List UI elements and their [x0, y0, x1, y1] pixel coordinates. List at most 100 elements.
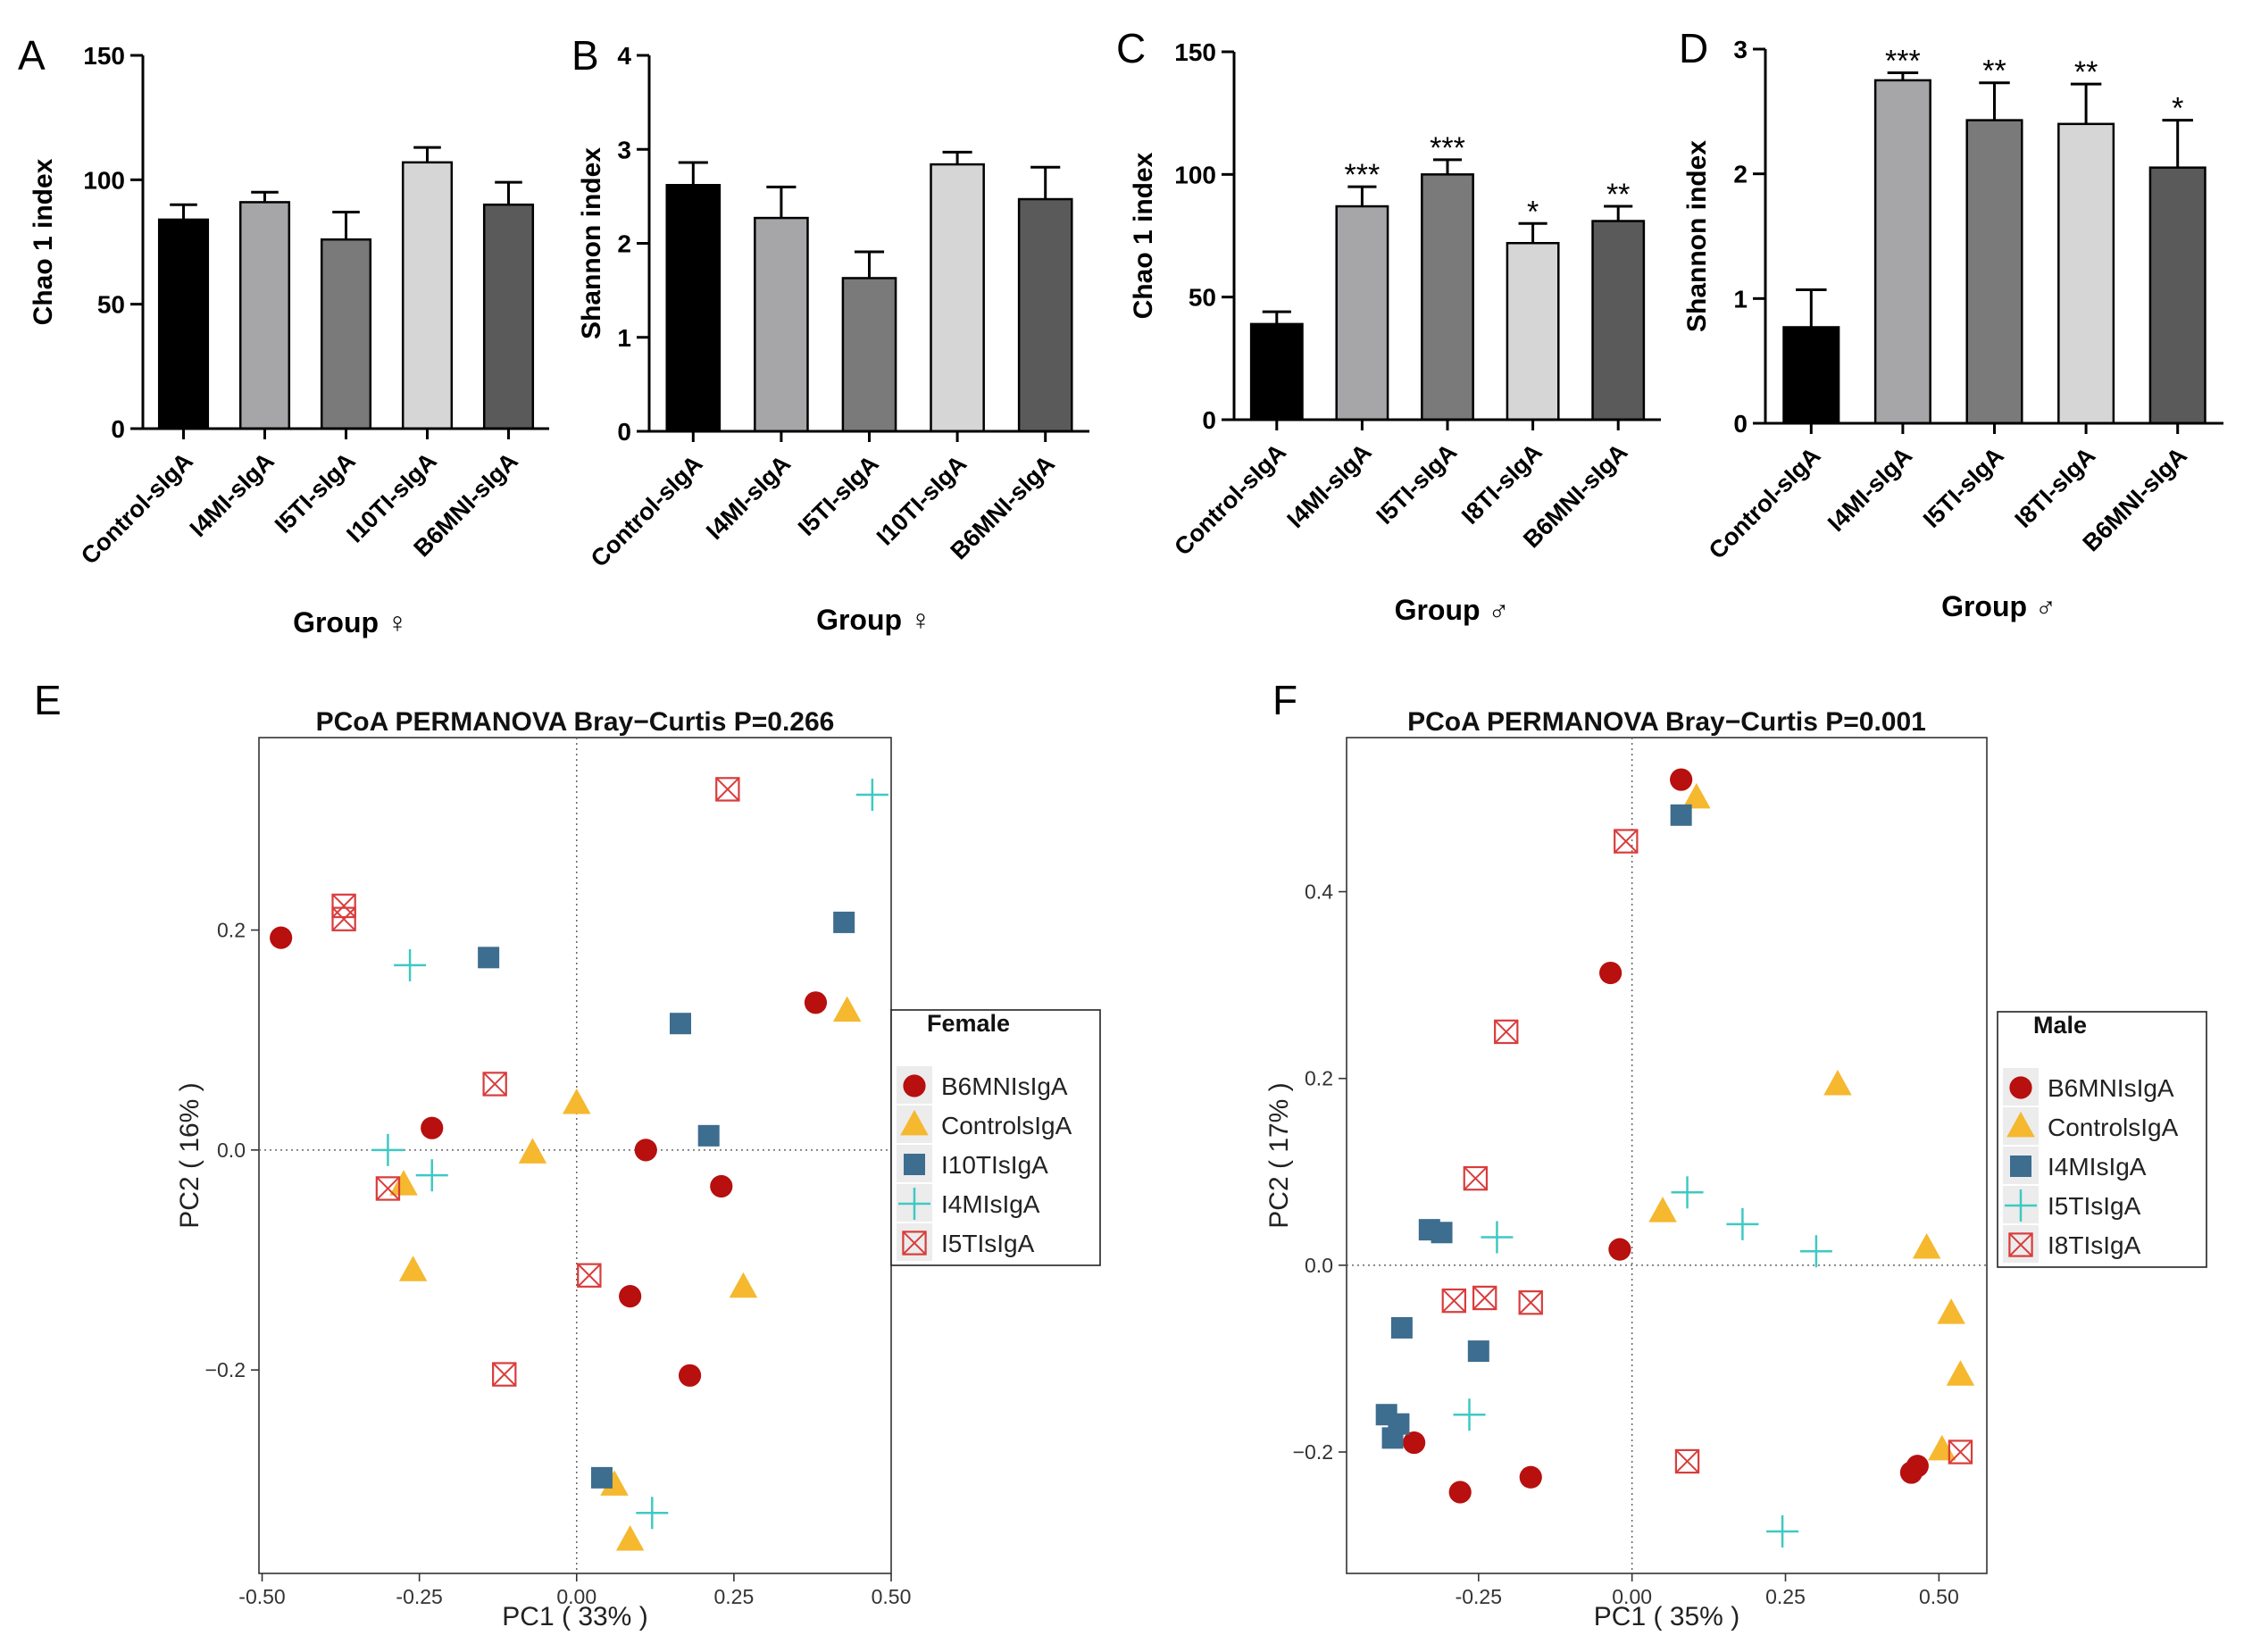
boxed-x-stroke [1441, 1289, 1466, 1313]
data-point-plus [1726, 1207, 1759, 1240]
data-point-boxed-x [1494, 1019, 1519, 1045]
panel-label: C [1116, 25, 1146, 71]
data-point-plus [855, 779, 888, 812]
bar [1335, 204, 1389, 421]
data-point-plus [371, 1133, 405, 1166]
category-tick-label: I4MI-sIgA [701, 450, 796, 545]
legend-label: I5TIsIgA [941, 1230, 1035, 1257]
bar [238, 201, 291, 430]
panel-label: B [571, 32, 599, 79]
category-tick-label: Control-sIgA [1704, 442, 1826, 564]
y-tick-label: 150 [83, 42, 125, 70]
boxed-x-stroke [331, 894, 356, 918]
panel-label: D [1679, 25, 1708, 71]
bar [482, 203, 535, 430]
bar [841, 277, 897, 433]
significance-label: ** [1606, 178, 1630, 212]
bar [157, 218, 210, 430]
data-point-square [1467, 1340, 1489, 1363]
legend-label: I5TIsIgA [2048, 1192, 2141, 1220]
data-point-circle [1448, 1481, 1472, 1504]
data-point-circle [1608, 1238, 1631, 1261]
data-point-plus [415, 1159, 448, 1192]
data-point-boxed-x [1518, 1290, 1543, 1315]
y-tick-label: 150 [1174, 38, 1216, 66]
boxed-x-frame [1674, 1448, 1700, 1474]
data-point-boxed-x [1463, 1165, 1489, 1191]
pcoa-panel-f: F PCoA PERMANOVA Bray−Curtis P=0.001 -0.25… [1264, 677, 2207, 1631]
significance-label: *** [1885, 45, 1921, 79]
data-point-boxed-x [331, 906, 356, 931]
x-tick-label: 0.25 [713, 1585, 754, 1608]
y-axis-title: Shannon index [1682, 140, 1712, 332]
data-point-square [1670, 804, 1692, 826]
boxed-x-stroke [331, 906, 356, 931]
data-point-boxed-x [2008, 1232, 2033, 1257]
boxed-x-frame [1948, 1439, 1973, 1464]
boxed-x-frame [1472, 1285, 1497, 1311]
boxed-x-stroke [1614, 829, 1639, 854]
x-tick-label: -0.25 [396, 1585, 442, 1608]
boxed-x-stroke [1472, 1286, 1497, 1310]
legend-label: I8TIsIgA [2048, 1231, 2141, 1259]
boxed-x-frame [375, 1176, 401, 1201]
data-point-boxed-x [1614, 829, 1639, 854]
data-point-circle [634, 1139, 657, 1162]
category-tick-label: I4MI-sIgA [185, 447, 279, 542]
data-point-triangle [389, 1170, 418, 1196]
boxed-x-frame [1614, 829, 1639, 854]
data-point-triangle [1946, 1360, 1975, 1386]
data-point-square [670, 1013, 691, 1035]
y-tick-label: 50 [1189, 284, 1216, 312]
bar-panel-b: BControl-sIgAI4MI-sIgAI5TI-sIgAI10TI-sIg… [571, 32, 1089, 636]
data-point-square [1431, 1222, 1453, 1244]
boxed-x-stroke [482, 1072, 507, 1097]
data-point-triangle [729, 1272, 758, 1298]
bar [401, 161, 454, 430]
data-point-boxed-x [715, 777, 740, 802]
pcoa-panel-e: E PCoA PERMANOVA Bray−Curtis P=0.266 -0.50… [34, 677, 1101, 1631]
data-point-circle [619, 1285, 642, 1308]
data-point-triangle [398, 1256, 428, 1281]
data-point-triangle [900, 1109, 929, 1136]
data-point-circle [1899, 1461, 1923, 1484]
boxed-x-stroke [577, 1263, 602, 1288]
y-axis-title: Chao 1 index [1129, 152, 1158, 319]
boxed-x-stroke [1518, 1290, 1543, 1315]
y-axis-title: Shannon index [577, 147, 606, 339]
boxed-x-frame [482, 1072, 507, 1097]
boxed-x-frame [1494, 1019, 1519, 1045]
data-point-triangle [2006, 1111, 2035, 1138]
legend: Male B6MNIsIgA ControlsIgA I4MIsIgA I5TIsIgA… [1997, 1011, 2207, 1268]
bar-panel-d: D Control-sIgA *** I4MI-sIgA ** I5TI-sIgA ** I8… [1679, 25, 2223, 622]
bar [1591, 220, 1646, 421]
data-point-circle [678, 1364, 702, 1387]
category-tick-label: Control-sIgA [586, 450, 708, 572]
panel-label: F [1272, 677, 1297, 723]
legend-label: I4MIsIgA [2048, 1153, 2147, 1181]
data-point-boxed-x [492, 1362, 517, 1387]
y-tick-label: 0.2 [217, 919, 246, 942]
category-tick-label: I4MI-sIgA [1282, 438, 1377, 533]
x-tick-label: 0.00 [556, 1585, 596, 1608]
x-tick-label: 0.50 [1919, 1585, 1959, 1608]
data-point-circle [710, 1174, 733, 1198]
legend-label: I4MIsIgA [941, 1190, 1040, 1218]
y-tick-label: 0 [111, 415, 125, 443]
data-point-triangle [600, 1470, 629, 1496]
panel-label: E [34, 677, 62, 723]
data-point-boxed-x [1472, 1285, 1497, 1311]
plot-title: PCoA PERMANOVA Bray−Curtis P=0.001 [1407, 707, 1926, 737]
y-tick-label: 4 [617, 42, 631, 70]
boxed-x-frame [492, 1362, 517, 1387]
significance-label: *** [1430, 131, 1465, 165]
bar [754, 216, 809, 433]
boxed-x-stroke [492, 1362, 517, 1387]
significance-label: ** [1982, 54, 2006, 88]
boxed-x-frame [715, 777, 740, 802]
data-point-circle [1598, 961, 1623, 985]
plot-frame [1346, 737, 1988, 1574]
category-tick-label: I8TI-sIgA [2010, 442, 2101, 533]
bar [1421, 173, 1474, 421]
